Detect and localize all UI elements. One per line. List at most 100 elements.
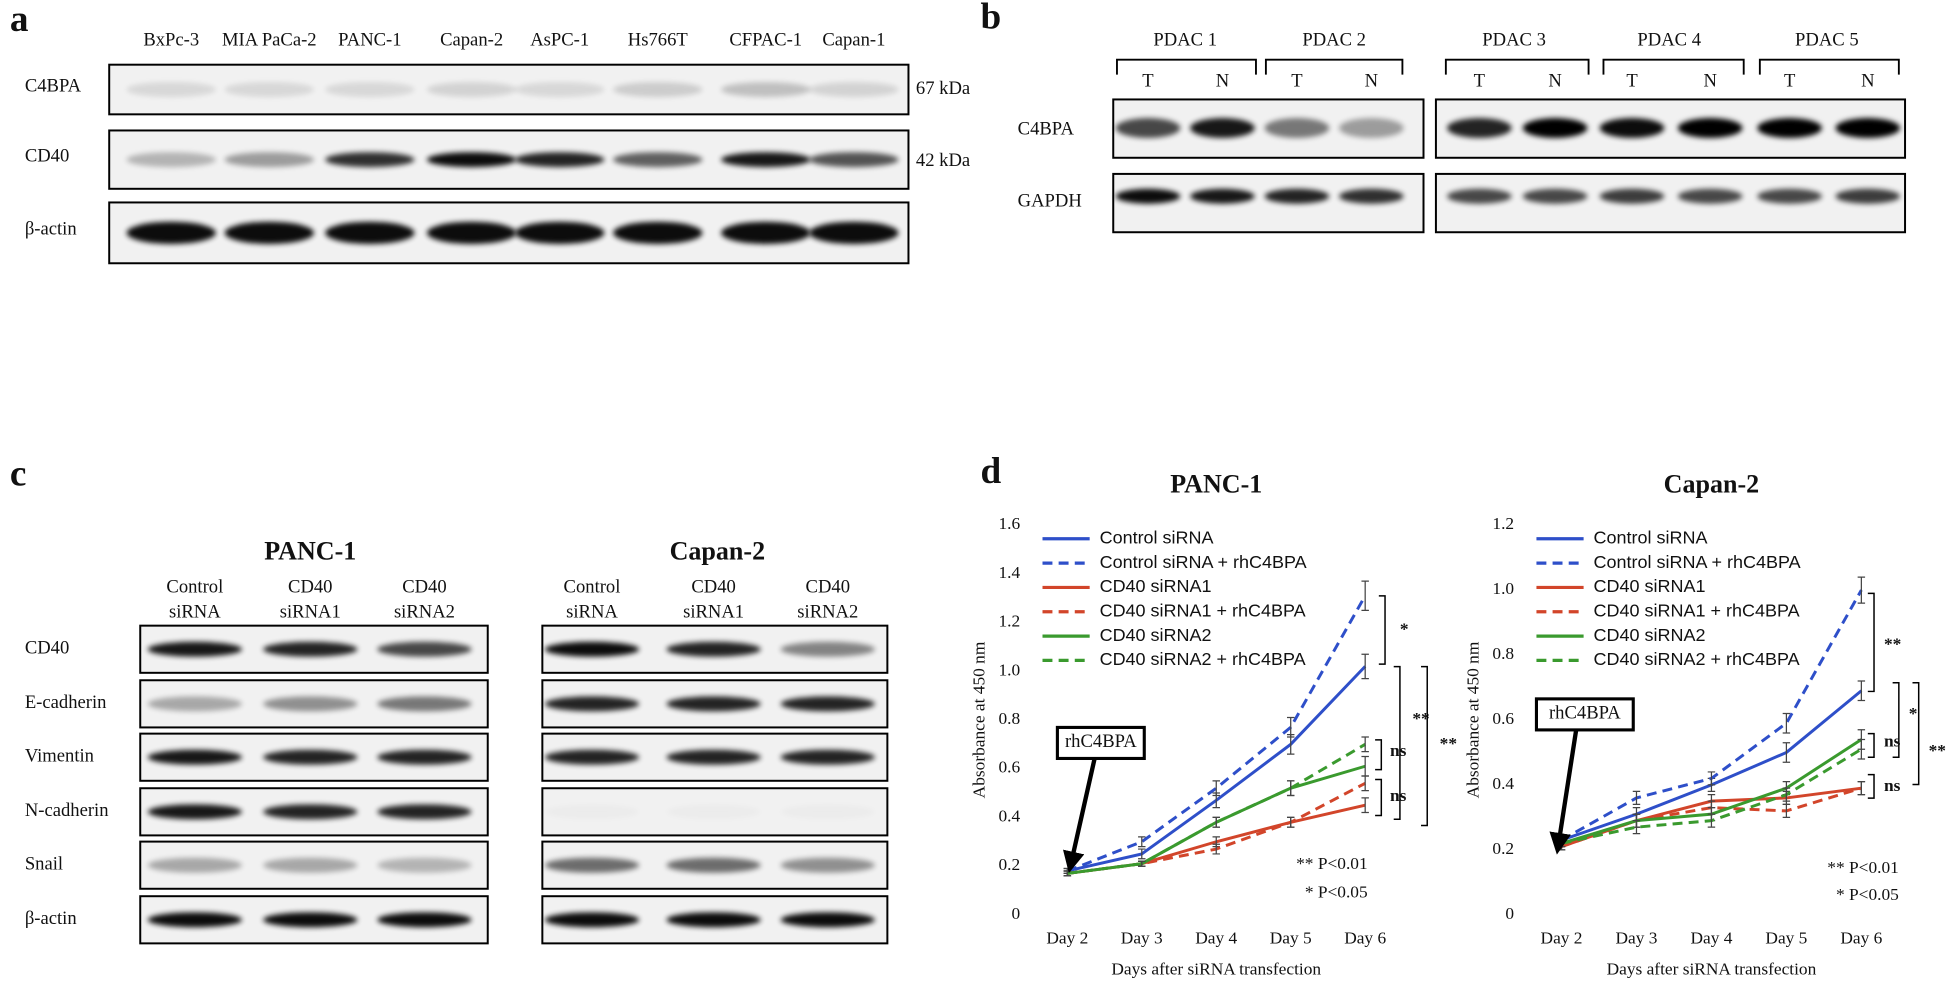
panel-label: c xyxy=(10,453,27,494)
x-axis-label: Days after siRNA transfection xyxy=(1111,960,1321,979)
band xyxy=(325,152,415,168)
band xyxy=(666,804,760,819)
annotation: * P<0.05 xyxy=(1305,883,1368,902)
error-bar xyxy=(1361,736,1369,753)
row-label: CD40 xyxy=(25,638,69,659)
x-tick-label: Day 4 xyxy=(1690,929,1732,948)
lane-label: N xyxy=(1216,70,1230,91)
error-bar xyxy=(1361,653,1369,680)
annotation-box xyxy=(1534,697,1635,732)
error-bar xyxy=(1138,848,1146,860)
band xyxy=(1115,188,1181,204)
band xyxy=(224,221,314,245)
error-bar xyxy=(1212,816,1220,828)
error-bar xyxy=(1857,738,1866,760)
band xyxy=(1447,118,1512,138)
panel-label: b xyxy=(980,0,1001,38)
significance-label: ns xyxy=(1390,786,1407,805)
band xyxy=(613,152,703,168)
y-tick-label: 1.0 xyxy=(1492,579,1514,598)
blot-title: Capan-2 xyxy=(670,537,766,566)
lane-label: T xyxy=(1291,70,1303,91)
annotation: rhC4BPA xyxy=(1549,703,1621,724)
band xyxy=(1835,118,1901,138)
y-tick-label: 0.6 xyxy=(998,758,1020,777)
lane-label: T xyxy=(1626,70,1638,91)
band xyxy=(721,82,811,97)
y-tick-label: 0.4 xyxy=(1492,774,1514,793)
band xyxy=(426,221,517,245)
annotation: rhC4BPA xyxy=(1065,731,1137,752)
panel-label: a xyxy=(10,0,29,40)
band xyxy=(809,221,899,245)
y-tick-label: 0 xyxy=(1011,904,1020,923)
y-axis-label: Absorbance at 450 nm xyxy=(969,641,988,798)
x-tick-label: Day 6 xyxy=(1840,929,1882,948)
blot-frame xyxy=(1434,98,1907,159)
band xyxy=(666,696,761,712)
significance-bracket xyxy=(1912,682,1920,786)
band xyxy=(224,152,314,168)
blot-frame xyxy=(541,787,889,837)
significance-label: ** xyxy=(1884,634,1901,653)
row-label: β-actin xyxy=(25,908,78,929)
band xyxy=(147,857,243,873)
significance-bracket xyxy=(1393,665,1401,821)
x-tick-label: Day 6 xyxy=(1344,929,1386,948)
band xyxy=(263,641,358,657)
x-tick-label: Day 4 xyxy=(1195,929,1237,948)
lane-label: CD40 xyxy=(288,577,332,598)
chart-title: Capan-2 xyxy=(1664,470,1760,499)
legend-label: Control siRNA xyxy=(1100,528,1214,548)
group-label: PDAC 3 xyxy=(1482,29,1546,50)
x-tick-label: Day 5 xyxy=(1270,929,1312,948)
band xyxy=(1190,118,1255,138)
row-label: Snail xyxy=(25,853,63,874)
error-bar xyxy=(1632,790,1641,806)
error-bar xyxy=(1707,771,1716,786)
y-tick-label: 0.4 xyxy=(998,806,1020,825)
band xyxy=(721,221,811,245)
error-bar xyxy=(1361,755,1369,777)
band xyxy=(666,857,761,873)
band xyxy=(1264,118,1330,138)
data-line xyxy=(1066,595,1367,873)
row-label: Vimentin xyxy=(25,745,95,766)
row-label: C4BPA xyxy=(1018,119,1075,140)
group-bracket xyxy=(1444,58,1590,75)
band xyxy=(1677,118,1743,138)
band xyxy=(544,749,640,765)
error-bar xyxy=(1632,820,1641,835)
band xyxy=(515,221,605,245)
band xyxy=(1339,118,1404,138)
y-tick-label: 0.2 xyxy=(1492,839,1514,858)
y-tick-label: 1.6 xyxy=(998,514,1020,533)
x-tick-label: Day 2 xyxy=(1046,929,1088,948)
significance-label: ** xyxy=(1440,734,1457,753)
band xyxy=(377,696,472,712)
legend-label: CD40 siRNA1 + rhC4BPA xyxy=(1594,601,1800,621)
group-label: PDAC 4 xyxy=(1637,29,1701,50)
x-tick-label: Day 3 xyxy=(1616,929,1658,948)
lane-label: siRNA1 xyxy=(683,602,744,623)
band xyxy=(780,857,875,873)
group-bracket xyxy=(1264,58,1404,75)
annotation: ** P<0.01 xyxy=(1827,858,1899,877)
annotation-arrow xyxy=(1549,729,1579,855)
legend-label: CD40 siRNA2 + rhC4BPA xyxy=(1100,649,1306,669)
legend-label: CD40 siRNA1 xyxy=(1100,576,1212,596)
lane-label: siRNA2 xyxy=(394,602,455,623)
annotation-box xyxy=(1055,725,1146,761)
band xyxy=(545,804,639,819)
band xyxy=(780,696,875,712)
error-bar xyxy=(1286,816,1295,828)
panel-label: d xyxy=(980,451,1001,492)
row-label: CD40 xyxy=(25,145,69,166)
significance-bracket xyxy=(1867,732,1875,758)
legend-label: CD40 siRNA1 + rhC4BPA xyxy=(1100,601,1306,621)
band xyxy=(781,804,875,819)
error-bar xyxy=(1361,580,1369,611)
band xyxy=(377,857,472,873)
group-bracket xyxy=(1116,58,1257,75)
